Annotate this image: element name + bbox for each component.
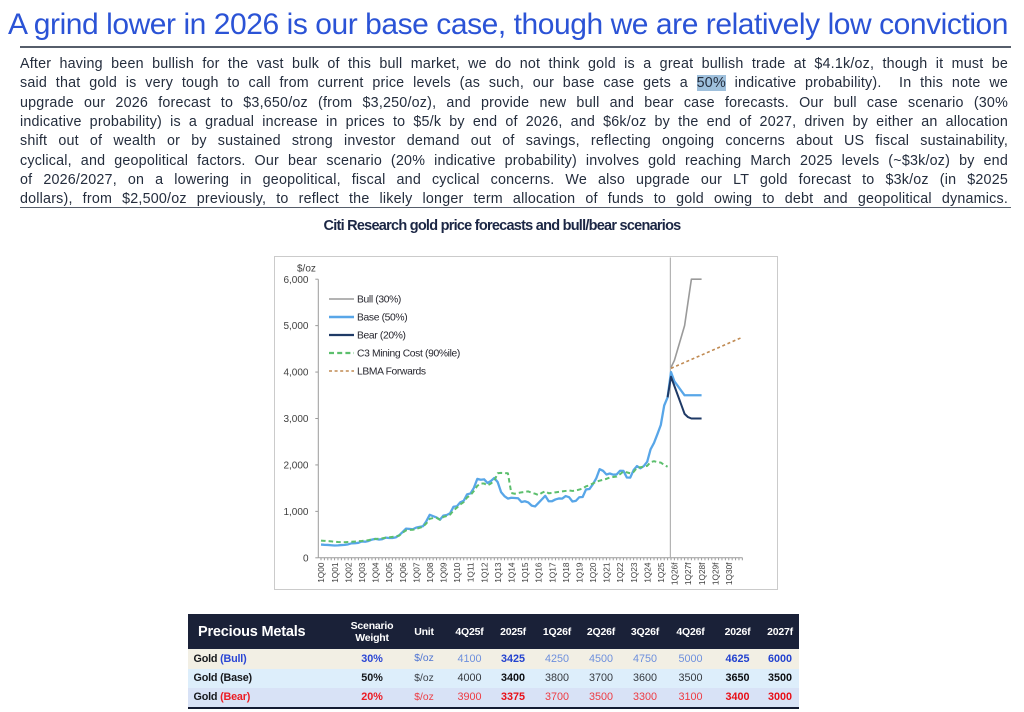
svg-text:1Q03: 1Q03 <box>357 562 367 583</box>
svg-text:1Q16: 1Q16 <box>534 562 544 583</box>
svg-text:1Q08: 1Q08 <box>425 562 435 583</box>
svg-text:1Q21: 1Q21 <box>602 562 612 583</box>
svg-text:1Q09: 1Q09 <box>439 562 449 583</box>
svg-text:1Q20: 1Q20 <box>588 562 598 583</box>
svg-text:1Q05: 1Q05 <box>384 562 394 583</box>
svg-text:1Q06: 1Q06 <box>398 562 408 583</box>
svg-text:1Q13: 1Q13 <box>493 562 503 583</box>
svg-text:$/oz: $/oz <box>297 264 316 275</box>
svg-text:1Q24: 1Q24 <box>642 562 652 583</box>
svg-text:LBMA Forwards: LBMA Forwards <box>357 367 426 378</box>
svg-text:4,000: 4,000 <box>283 368 308 379</box>
svg-text:1Q12: 1Q12 <box>479 562 489 583</box>
svg-text:1Q27f: 1Q27f <box>683 562 693 585</box>
svg-text:1Q29f: 1Q29f <box>710 562 720 585</box>
svg-text:1Q25: 1Q25 <box>656 562 666 583</box>
svg-text:1Q23: 1Q23 <box>629 562 639 583</box>
svg-text:1Q22: 1Q22 <box>615 562 625 583</box>
svg-text:Base (50%): Base (50%) <box>357 313 407 324</box>
svg-text:Bull (30%): Bull (30%) <box>357 295 401 306</box>
svg-text:C3 Mining Cost (90%ile): C3 Mining Cost (90%ile) <box>357 349 460 360</box>
svg-text:1,000: 1,000 <box>283 507 308 518</box>
svg-text:1Q18: 1Q18 <box>561 562 571 583</box>
svg-text:1Q11: 1Q11 <box>466 562 476 582</box>
svg-text:1Q14: 1Q14 <box>506 562 516 583</box>
svg-text:1Q30f: 1Q30f <box>724 562 734 585</box>
svg-text:1Q02: 1Q02 <box>343 562 353 583</box>
svg-text:1Q10: 1Q10 <box>452 562 462 583</box>
svg-text:6,000: 6,000 <box>283 275 308 286</box>
svg-text:2,000: 2,000 <box>283 461 308 472</box>
svg-text:3,000: 3,000 <box>283 414 308 425</box>
svg-text:1Q19: 1Q19 <box>574 562 584 583</box>
svg-text:1Q28f: 1Q28f <box>697 562 707 585</box>
svg-text:1Q26f: 1Q26f <box>670 562 680 585</box>
svg-text:0: 0 <box>303 553 309 564</box>
svg-text:1Q00: 1Q00 <box>316 562 326 583</box>
svg-text:1Q07: 1Q07 <box>411 562 421 583</box>
svg-text:1Q04: 1Q04 <box>371 562 381 583</box>
svg-text:1Q15: 1Q15 <box>520 562 530 583</box>
svg-text:5,000: 5,000 <box>283 321 308 332</box>
svg-text:1Q01: 1Q01 <box>330 562 340 583</box>
svg-text:Bear (20%): Bear (20%) <box>357 331 406 342</box>
svg-text:1Q17: 1Q17 <box>547 562 557 583</box>
